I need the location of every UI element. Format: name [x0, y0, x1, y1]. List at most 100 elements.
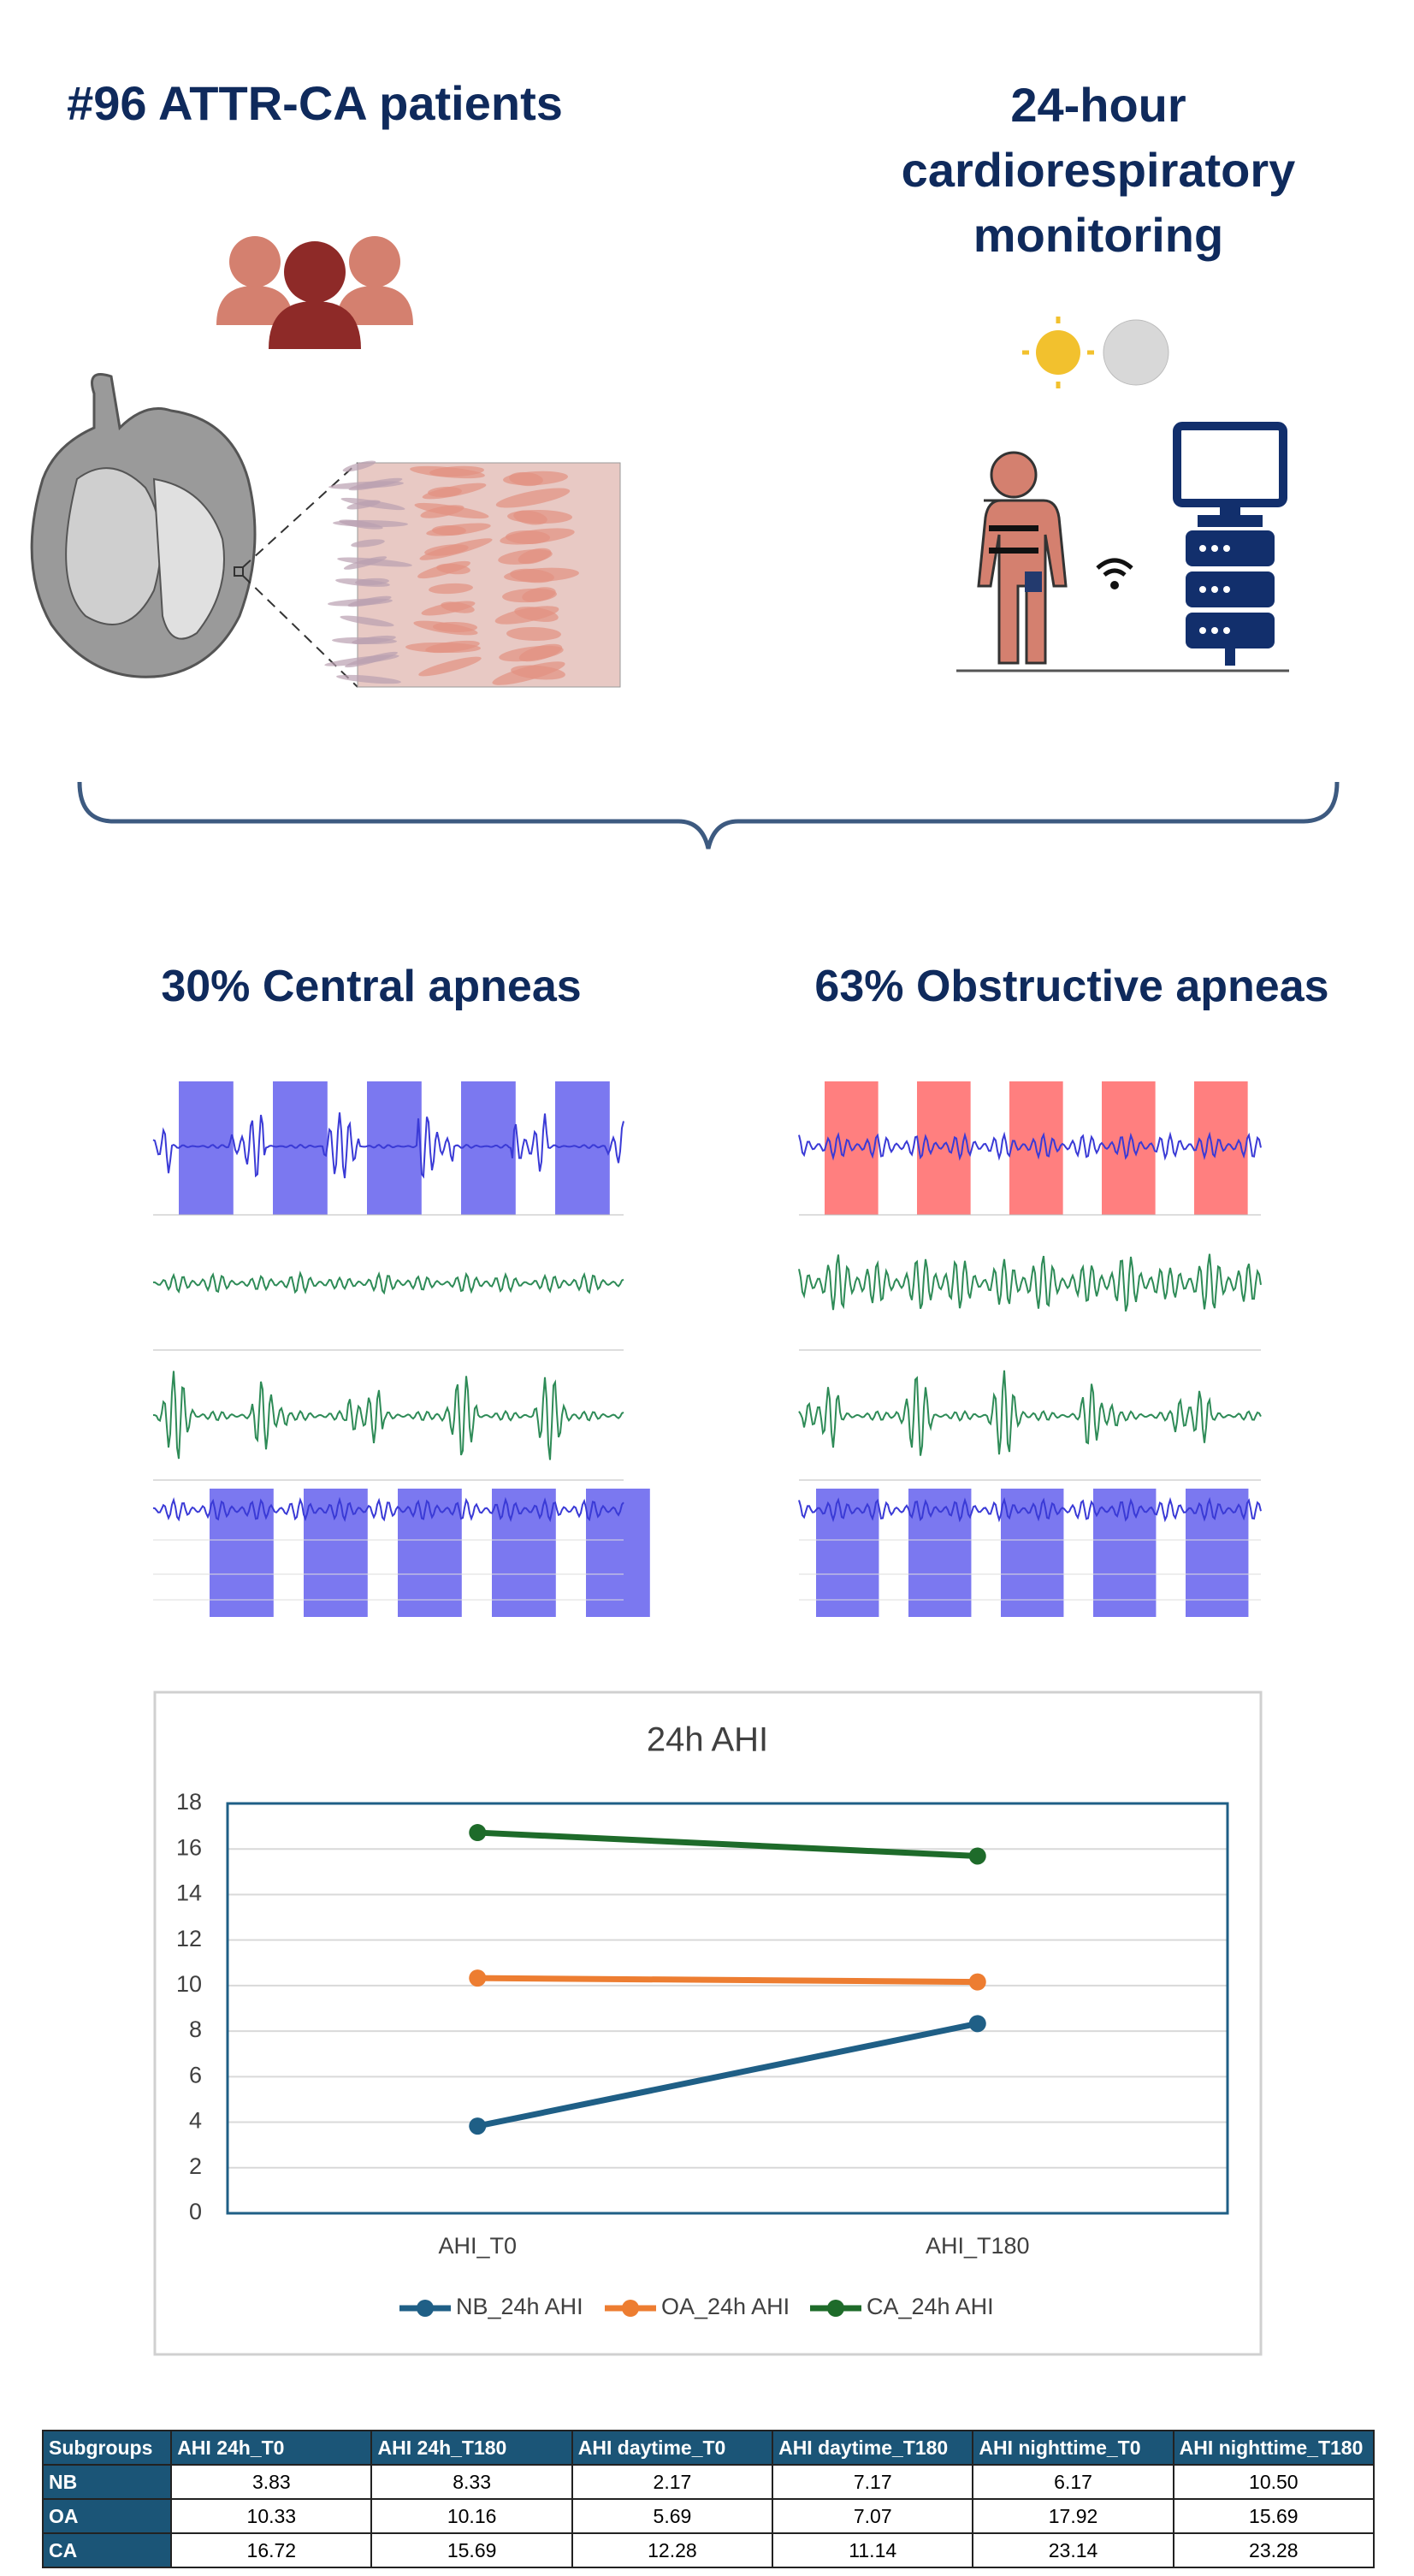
trace	[152, 1371, 624, 1460]
cell: 12.28	[571, 2532, 774, 2568]
row-header: CA	[41, 2532, 173, 2568]
cell: 6.17	[972, 2464, 1174, 2500]
tissue-streak	[514, 607, 559, 622]
legend-marker	[622, 2300, 639, 2317]
brace	[77, 781, 1340, 850]
series-line	[477, 1829, 978, 1859]
right-title: monitoring	[973, 208, 1223, 262]
tissue-streak	[414, 502, 489, 519]
x-tick-label: AHI_T0	[438, 2233, 517, 2259]
legend-label: NB_24h AHI	[456, 2294, 583, 2319]
tissue-streak	[504, 567, 579, 583]
tissue-streak	[426, 523, 491, 536]
y-tick-label: 12	[176, 1926, 202, 1951]
y-tick-label: 4	[189, 2108, 202, 2134]
y-tick-label: 14	[176, 1880, 202, 1906]
section-title: 30% Central apneas	[161, 962, 581, 1011]
table-row: NB 3.83 8.33 2.17 7.17 6.17 10.50	[41, 2464, 1376, 2500]
tissue-streak	[429, 583, 473, 595]
tissue-streak	[518, 548, 552, 565]
data-table: Subgroups AHI 24h_T0 AHI 24h_T180 AHI dayti…	[41, 2430, 1376, 2568]
cell: 10.16	[370, 2498, 573, 2534]
tissue-streak	[422, 483, 487, 500]
y-tick-label: 8	[189, 2016, 202, 2042]
tissue-streak	[340, 615, 394, 627]
trace	[798, 1496, 1262, 1523]
event-block	[179, 1081, 234, 1215]
legend-label: OA_24h AHI	[661, 2294, 790, 2319]
column-header: AHI nighttime_T180	[1172, 2430, 1376, 2466]
cell: 15.69	[370, 2532, 573, 2568]
tissue-streak	[425, 640, 480, 654]
event-block	[555, 1081, 610, 1215]
row-header: NB	[41, 2464, 173, 2500]
legend-label: CA_24h AHI	[867, 2294, 994, 2319]
tissue-streak	[500, 528, 575, 545]
cell: 3.83	[170, 2464, 373, 2500]
y-tick-label: 2	[189, 2153, 202, 2179]
column-header: AHI nighttime_T0	[972, 2430, 1174, 2466]
column-header: AHI daytime_T0	[571, 2430, 774, 2466]
trace	[798, 1370, 1262, 1456]
trace	[152, 1496, 624, 1523]
table-row: CA 16.72 15.69 12.28 11.14 23.14 23.28	[41, 2532, 1376, 2568]
legend-marker	[417, 2300, 434, 2317]
tissue-streak	[348, 477, 403, 491]
monitoring-icon	[956, 422, 1289, 672]
tissue-streak	[511, 665, 565, 680]
cell: 10.33	[170, 2498, 373, 2534]
right-title: cardiorespiratory	[902, 143, 1296, 197]
column-header: Subgroups	[41, 2430, 173, 2466]
x-tick-label: AHI_T180	[926, 2233, 1030, 2259]
y-tick-label: 10	[176, 1971, 202, 1997]
cell: 17.92	[972, 2498, 1174, 2534]
cell: 7.07	[772, 2498, 974, 2534]
cell: 15.69	[1172, 2498, 1376, 2534]
chart-title: 24h AHI	[647, 1721, 768, 1759]
section-title: 63% Obstructive apneas	[814, 962, 1328, 1011]
y-tick-label: 16	[176, 1834, 202, 1860]
cell: 23.28	[1172, 2532, 1376, 2568]
tissue-streak	[495, 488, 571, 508]
data-point	[469, 2117, 487, 2135]
trace	[153, 1270, 624, 1295]
left-title: #96 ATTR-CA patients	[67, 76, 563, 130]
row-header: OA	[41, 2498, 173, 2534]
tissue-streak	[342, 460, 376, 472]
trace	[152, 1112, 624, 1179]
column-header: AHI daytime_T180	[772, 2430, 974, 2466]
cell: 10.50	[1172, 2464, 1376, 2500]
data-point	[469, 1969, 487, 1987]
event-block	[461, 1081, 516, 1215]
trace	[798, 1131, 1262, 1161]
tissue-streak	[352, 635, 396, 645]
tissue-streak	[333, 519, 408, 528]
tissue-streak	[355, 577, 389, 586]
data-point	[968, 2015, 986, 2033]
y-tick-label: 18	[176, 1789, 202, 1815]
cell: 16.72	[170, 2532, 373, 2568]
event-block	[367, 1081, 422, 1215]
tissue-streak	[345, 651, 398, 668]
sun-moon-icon	[1022, 317, 1169, 388]
data-point	[968, 1973, 986, 1991]
legend-marker	[827, 2300, 844, 2317]
data-point	[968, 1847, 986, 1865]
tissue-streak	[518, 643, 563, 662]
tissue-streak	[429, 465, 484, 477]
plot-border	[226, 1802, 1229, 2215]
tissue-streak	[522, 587, 556, 602]
tissue-streak	[419, 538, 493, 560]
tissue-streak	[433, 621, 477, 633]
series-line	[476, 2020, 979, 2129]
tissue-streak	[351, 539, 385, 548]
chart: 0 2 4 6 8 10 12 14 16 18 AHI_T0 AHI_T180 NB_24h AHI O…	[176, 1789, 1229, 2319]
chart-frame	[153, 1691, 1263, 2356]
right-title: 24-hour	[1010, 78, 1186, 132]
y-tick-label: 0	[189, 2199, 202, 2224]
tissue-streak	[436, 563, 470, 575]
tissue-streak	[441, 601, 475, 613]
polysomnography-traces	[152, 1081, 1262, 1617]
